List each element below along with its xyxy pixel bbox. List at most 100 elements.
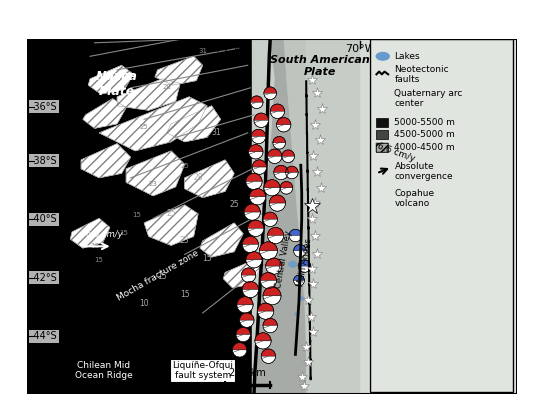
Wedge shape [250,197,265,205]
Text: -42°S: -42°S [30,273,58,283]
Circle shape [263,212,277,227]
Text: Liquíñe-Ofqui
fault system: Liquíñe-Ofqui fault system [172,361,233,380]
Text: 31: 31 [252,155,262,164]
Text: 25: 25 [230,201,239,209]
Polygon shape [254,39,306,394]
Wedge shape [248,228,264,236]
Wedge shape [265,258,282,266]
Circle shape [274,165,288,180]
Text: Mocha fracture zone: Mocha fracture zone [115,248,200,302]
Text: Southern
Central
Andes: Southern Central Andes [401,183,446,216]
Wedge shape [263,296,281,305]
Ellipse shape [295,278,302,283]
Circle shape [264,87,276,100]
Text: 4500-5000 m: 4500-5000 m [394,130,455,139]
Text: 31: 31 [212,128,221,138]
Ellipse shape [375,52,390,61]
Circle shape [270,104,285,119]
Wedge shape [251,102,263,108]
Wedge shape [249,152,263,159]
Circle shape [260,272,276,289]
Wedge shape [266,266,282,274]
Circle shape [255,333,271,349]
Polygon shape [284,39,360,394]
Wedge shape [237,335,250,342]
Wedge shape [258,311,274,319]
Ellipse shape [288,261,297,268]
Circle shape [265,258,282,274]
Text: South American
Plate: South American Plate [270,56,369,77]
Wedge shape [244,204,260,212]
Polygon shape [126,151,184,196]
Text: 15: 15 [157,272,167,281]
Circle shape [242,281,258,297]
Wedge shape [250,96,263,102]
Wedge shape [239,313,254,320]
Circle shape [239,313,254,327]
Wedge shape [282,150,294,156]
Wedge shape [246,182,262,190]
Bar [370,39,514,392]
Wedge shape [280,182,293,188]
Text: 23: 23 [149,181,158,187]
Text: 28: 28 [194,173,203,182]
Circle shape [282,150,294,163]
Polygon shape [99,97,207,151]
Wedge shape [276,117,291,125]
Circle shape [263,287,281,305]
Wedge shape [255,341,271,349]
Circle shape [249,145,263,159]
Text: 15: 15 [202,255,212,264]
Circle shape [244,204,260,220]
Wedge shape [252,160,267,167]
Wedge shape [240,320,254,327]
Polygon shape [81,144,131,178]
Wedge shape [242,268,256,275]
Circle shape [264,180,280,196]
Wedge shape [252,136,265,144]
Text: Nazca
Plate: Nazca Plate [96,70,138,98]
Text: 23: 23 [180,236,189,245]
Wedge shape [268,149,282,156]
Text: 15: 15 [119,230,128,236]
Wedge shape [236,327,250,335]
Text: 25: 25 [180,163,189,169]
Wedge shape [270,111,285,119]
Circle shape [268,149,282,164]
Text: 10: 10 [90,243,99,249]
Bar [369,39,517,394]
Wedge shape [255,120,268,127]
Wedge shape [255,333,271,341]
Circle shape [286,166,298,179]
Text: Quaternary arc
center: Quaternary arc center [394,89,463,108]
Wedge shape [264,180,280,188]
Wedge shape [249,145,263,152]
Circle shape [251,129,265,144]
Circle shape [280,182,293,194]
Wedge shape [233,350,247,357]
Text: 10: 10 [139,299,149,309]
Circle shape [252,160,267,174]
Bar [375,117,388,126]
Text: 200 km: 200 km [230,368,266,378]
Text: -40°S: -40°S [30,214,57,224]
Polygon shape [144,205,198,245]
Wedge shape [252,167,267,174]
Wedge shape [263,325,277,333]
Polygon shape [200,223,243,257]
Bar [375,130,388,139]
Wedge shape [261,281,276,289]
Wedge shape [246,173,262,182]
Polygon shape [70,218,110,248]
Polygon shape [155,56,203,85]
Text: Antiñir-Copahue
fault system: Antiñir-Copahue fault system [417,126,496,147]
Polygon shape [83,98,126,128]
Circle shape [242,268,256,282]
Wedge shape [264,87,276,93]
Wedge shape [254,113,268,120]
Wedge shape [242,281,258,290]
Circle shape [242,236,258,253]
Wedge shape [298,260,311,266]
Wedge shape [277,125,291,132]
Circle shape [261,349,276,363]
